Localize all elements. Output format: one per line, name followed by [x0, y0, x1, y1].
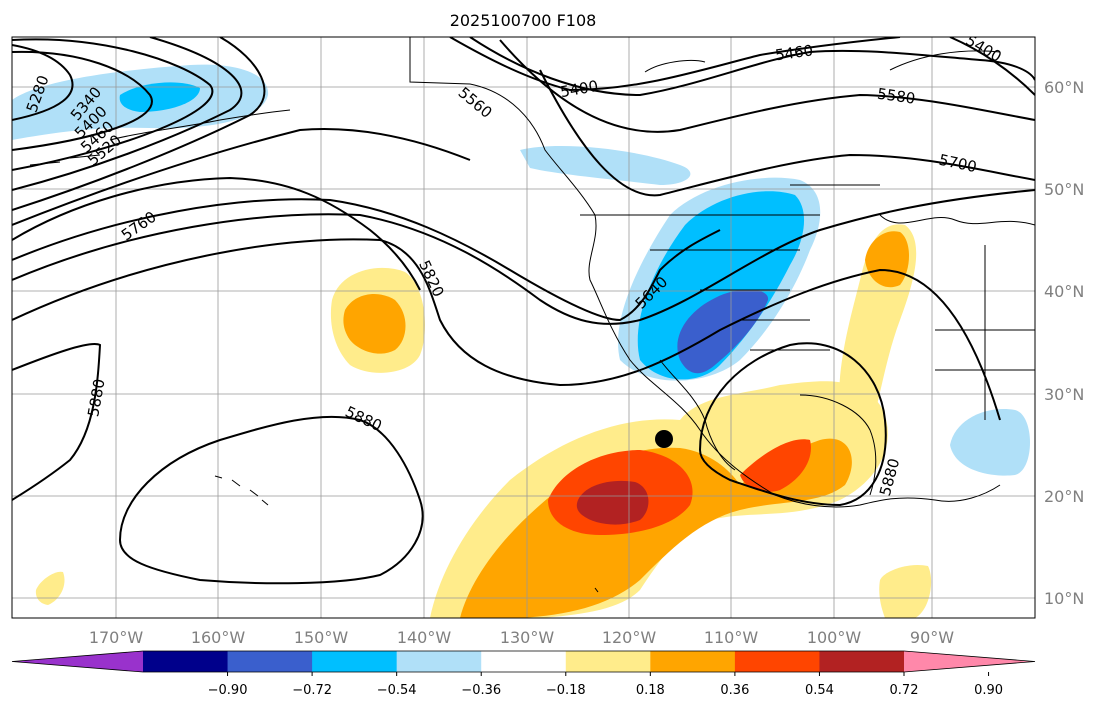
- shaded-anomaly-fields: [12, 64, 1030, 618]
- colorbar-tick-label: −0.18: [546, 683, 586, 698]
- colorbar-segment: [312, 651, 398, 672]
- lat-tick-60n: 60°N: [1044, 78, 1084, 97]
- negative-anomaly-strong-western-us: [677, 289, 769, 374]
- lat-tick-30n: 30°N: [1044, 385, 1084, 404]
- lon-tick-110w: 110°W: [704, 628, 759, 647]
- negative-anomaly-core-aleutians: [119, 82, 200, 112]
- negative-anomaly-area-alaska: [520, 145, 691, 185]
- contour-5580-east: [499, 39, 1035, 133]
- contour-5700-east: [539, 69, 1035, 197]
- contour-5520: [12, 37, 266, 211]
- contour-5880-central: [118, 415, 424, 585]
- contour-5640: [12, 198, 721, 322]
- map-title: 2025100700 F108: [450, 11, 597, 30]
- contour-5700: [12, 189, 1035, 325]
- longitude-tick-labels: 170°W 160°W 150°W 140°W 130°W 120°W 110°…: [89, 628, 954, 647]
- colorbar-segment: [565, 651, 651, 672]
- contour-5400-ne: [949, 37, 1035, 96]
- colorbar-tick-label: 0.54: [805, 683, 834, 698]
- colorbar-tick-label: −0.54: [377, 683, 417, 698]
- positive-anomaly-strong-gulf-of-california: [740, 439, 811, 492]
- contour-5820: [12, 238, 1001, 421]
- colorbar-outline: [11, 650, 1036, 673]
- colorbar-tick-label: 0.90: [974, 683, 1003, 698]
- colorbar: −0.90 −0.72 −0.54 −0.36 −0.18 0.18 0.36 0.54 0.7…: [11, 650, 1036, 698]
- colorbar-extend-low: [12, 651, 143, 672]
- lon-tick-90w: 90°W: [910, 628, 954, 647]
- colorbar-tick-label: −0.36: [461, 683, 501, 698]
- contour-5760: [12, 176, 421, 291]
- colorbar-tick-label: −0.72: [292, 683, 332, 698]
- contour-5400-west: [12, 38, 214, 171]
- colorbar-segment: [734, 651, 820, 672]
- contour-5460-east: [469, 37, 1035, 97]
- coastlines-and-borders: [29, 37, 1035, 593]
- storm-center-marker: [655, 430, 673, 448]
- positive-anomaly-extreme-tropical-pacific: [576, 480, 649, 525]
- lat-tick-20n: 20°N: [1044, 487, 1084, 506]
- lon-tick-150w: 150°W: [294, 628, 349, 647]
- positive-anomaly-area-west: [35, 571, 65, 605]
- height-contours: [12, 37, 1035, 585]
- map-plot-area: 5280 5340 5400 5460 5520 5760 5880 5880 …: [12, 37, 1035, 618]
- colorbar-tick-label: 0.36: [720, 683, 749, 698]
- lon-tick-130w: 130°W: [500, 628, 555, 647]
- contour-5880-west: [12, 343, 102, 501]
- colorbar-segment: [143, 651, 229, 672]
- colorbar-extend-high: [904, 651, 1035, 672]
- lat-tick-40n: 40°N: [1044, 282, 1084, 301]
- lon-tick-140w: 140°W: [397, 628, 452, 647]
- colorbar-tick-label: −0.90: [208, 683, 248, 698]
- contour-5400-east: [449, 37, 901, 92]
- negative-anomaly-area-gulf: [950, 409, 1030, 476]
- contour-label-5580: 5580: [876, 85, 916, 108]
- lon-tick-170w: 170°W: [89, 628, 144, 647]
- colorbar-segment: [650, 651, 736, 672]
- colorbar-segment: [227, 651, 313, 672]
- colorbar-segment: [396, 651, 482, 672]
- map-frame: [11, 36, 1036, 619]
- colorbar-tick-label: 0.18: [636, 683, 665, 698]
- negative-anomaly-core-western-us: [637, 191, 805, 380]
- lat-tick-50n: 50°N: [1044, 180, 1084, 199]
- positive-anomaly-core-eastern-pacific: [343, 294, 406, 354]
- contour-5460-west: [12, 37, 243, 191]
- contour-5580-west: [12, 128, 471, 226]
- lon-tick-100w: 100°W: [807, 628, 862, 647]
- latitude-tick-labels: 60°N 50°N 40°N 30°N 20°N 10°N: [1044, 78, 1084, 608]
- contour-5880-gulf: [698, 342, 887, 507]
- colorbar-segment: [819, 651, 905, 672]
- contour-5340: [12, 50, 153, 151]
- positive-anomaly-area-central-america: [879, 564, 932, 618]
- colorbar-segment: [481, 651, 567, 672]
- lon-tick-120w: 120°W: [602, 628, 657, 647]
- colorbar-tick-label: 0.72: [890, 683, 919, 698]
- lon-tick-160w: 160°W: [191, 628, 246, 647]
- lat-tick-10n: 10°N: [1044, 589, 1084, 608]
- graticule: [12, 37, 1035, 618]
- contour-label-5460-east: 5460: [774, 41, 814, 64]
